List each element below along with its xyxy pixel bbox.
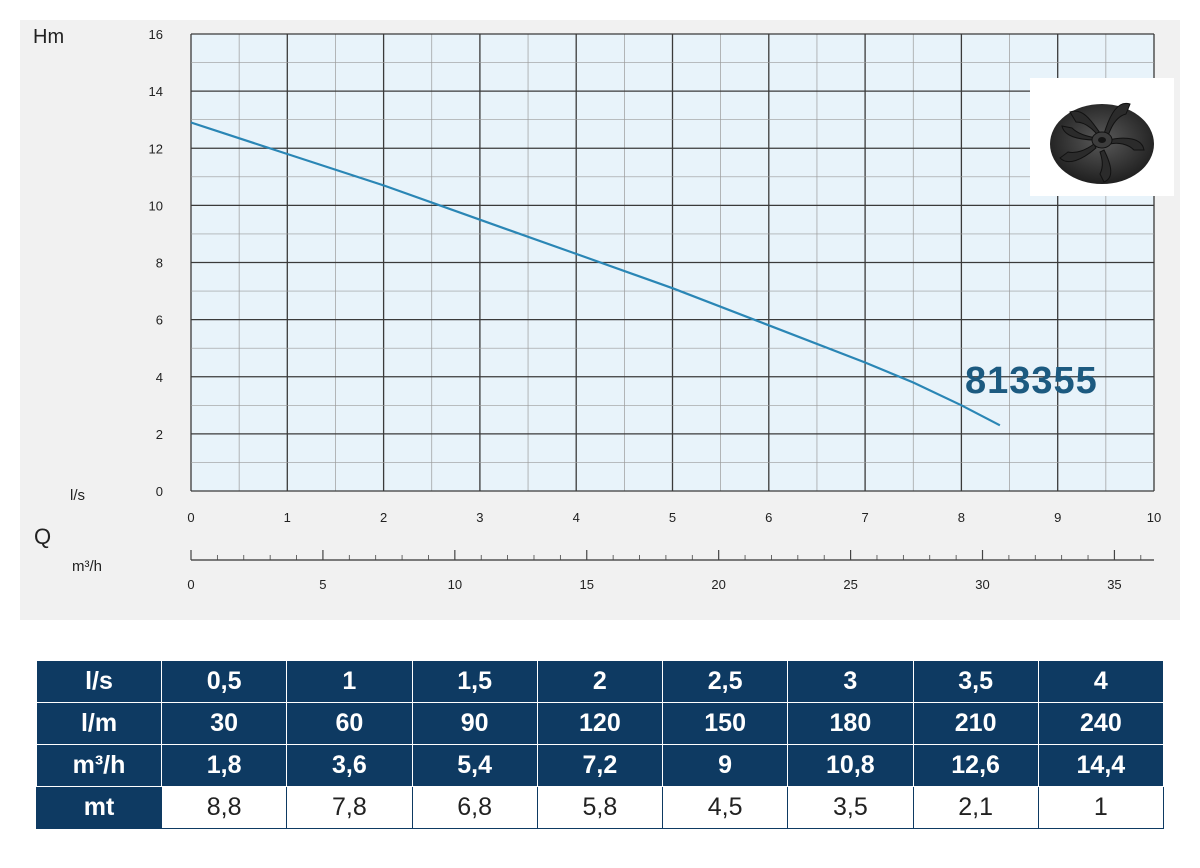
x-tick-label-ls: 8 — [958, 510, 965, 525]
table-cell: 3,6 — [286, 744, 413, 787]
x-tick-label-ls: 5 — [669, 510, 676, 525]
x-axis-ls-label: l/s — [70, 487, 85, 504]
table-cell: 180 — [787, 702, 914, 745]
table-cell: 3,5 — [787, 786, 914, 829]
table-cell: 6,8 — [411, 786, 538, 829]
table-cell: 210 — [912, 702, 1039, 745]
x-tick-label-ls: 2 — [380, 510, 387, 525]
table-cell: 150 — [661, 702, 789, 745]
table-row: l/m 30 60 90 120 150 180 210 240 — [36, 702, 1165, 745]
table-row: m³/h 1,8 3,6 5,4 7,2 9 10,8 12,6 14,4 — [36, 744, 1165, 787]
y-tick-label: 0 — [156, 484, 163, 499]
x-tick-label-ls: 1 — [284, 510, 291, 525]
table-cell: 3 — [787, 660, 914, 703]
x-tick-label-ls: 6 — [765, 510, 772, 525]
x-tick-label-m3h: 15 — [580, 577, 594, 592]
table-cell: 7,2 — [536, 744, 664, 787]
x-axis-m3h-label: m³/h — [72, 558, 102, 575]
x-tick-label-ls: 9 — [1054, 510, 1061, 525]
table-cell: 60 — [286, 702, 413, 745]
x-tick-label-m3h: 20 — [711, 577, 725, 592]
x-tick-label-m3h: 25 — [843, 577, 857, 592]
y-tick-label: 14 — [149, 84, 163, 99]
y-tick-label: 2 — [156, 427, 163, 442]
row-header: mt — [36, 786, 162, 829]
table-cell: 1 — [1037, 786, 1165, 829]
table-cell: 240 — [1037, 702, 1165, 745]
row-header: l/s — [36, 660, 162, 703]
table-cell: 30 — [160, 702, 288, 745]
q-label: Q — [34, 524, 52, 549]
y-tick-label: 10 — [149, 198, 163, 213]
table-cell: 7,8 — [286, 786, 413, 829]
y-tick-label: 12 — [149, 141, 163, 156]
table-cell: 1,8 — [160, 744, 288, 787]
chart-panel: 0 2 4 6 8 10 12 14 16 0 1 2 3 4 5 6 7 8 9 10 0 5 10 15 20 25 30 35 — [20, 20, 1180, 620]
table-cell: 1,5 — [411, 660, 538, 703]
row-header: m³/h — [36, 744, 162, 787]
x-tick-label-ls: 0 — [187, 510, 194, 525]
y-tick-label: 6 — [156, 313, 163, 328]
row-header: l/m — [36, 702, 162, 745]
y-tick-label: 4 — [156, 370, 163, 385]
x-tick-label-m3h: 30 — [975, 577, 989, 592]
x-tick-label-m3h: 10 — [448, 577, 462, 592]
table-cell: 2 — [536, 660, 664, 703]
table-cell: 3,5 — [912, 660, 1039, 703]
table-cell: 1 — [286, 660, 413, 703]
table-cell: 0,5 — [160, 660, 288, 703]
table-cell: 120 — [536, 702, 664, 745]
table-row: mt 8,8 7,8 6,8 5,8 4,5 3,5 2,1 1 — [36, 786, 1165, 829]
y-tick-label: 16 — [149, 27, 163, 42]
table-cell: 90 — [411, 702, 538, 745]
table-cell: 4 — [1037, 660, 1165, 703]
model-label: 813355 — [965, 360, 1098, 402]
table-cell: 14,4 — [1037, 744, 1165, 787]
series-line — [190, 121, 1001, 427]
x-tick-label-m3h: 35 — [1107, 577, 1121, 592]
table-cell: 5,8 — [536, 786, 664, 829]
x-tick-label-ls: 7 — [861, 510, 868, 525]
y-axis-label: Hm — [33, 26, 65, 48]
x-tick-label-ls: 3 — [476, 510, 483, 525]
x-tick-label-ls: 4 — [573, 510, 580, 525]
x-tick-label-m3h: 5 — [319, 577, 326, 592]
table-cell: 9 — [661, 744, 789, 787]
performance-table: l/s 0,5 1 1,5 2 2,5 3 3,5 4 l/m 30 60 90 120 150 180 210… — [36, 660, 1165, 829]
impeller-image — [1030, 78, 1174, 196]
table-cell: 4,5 — [661, 786, 789, 829]
table-cell: 2,5 — [661, 660, 789, 703]
y-tick-label: 8 — [156, 256, 163, 271]
x-tick-label-m3h: 0 — [187, 577, 194, 592]
table-cell: 12,6 — [912, 744, 1039, 787]
x-tick-label-ls: 10 — [1147, 510, 1161, 525]
table-cell: 5,4 — [411, 744, 538, 787]
table-cell: 8,8 — [160, 786, 288, 829]
table-cell: 2,1 — [912, 786, 1039, 829]
table-cell: 10,8 — [787, 744, 914, 787]
table-row: l/s 0,5 1 1,5 2 2,5 3 3,5 4 — [36, 660, 1165, 703]
